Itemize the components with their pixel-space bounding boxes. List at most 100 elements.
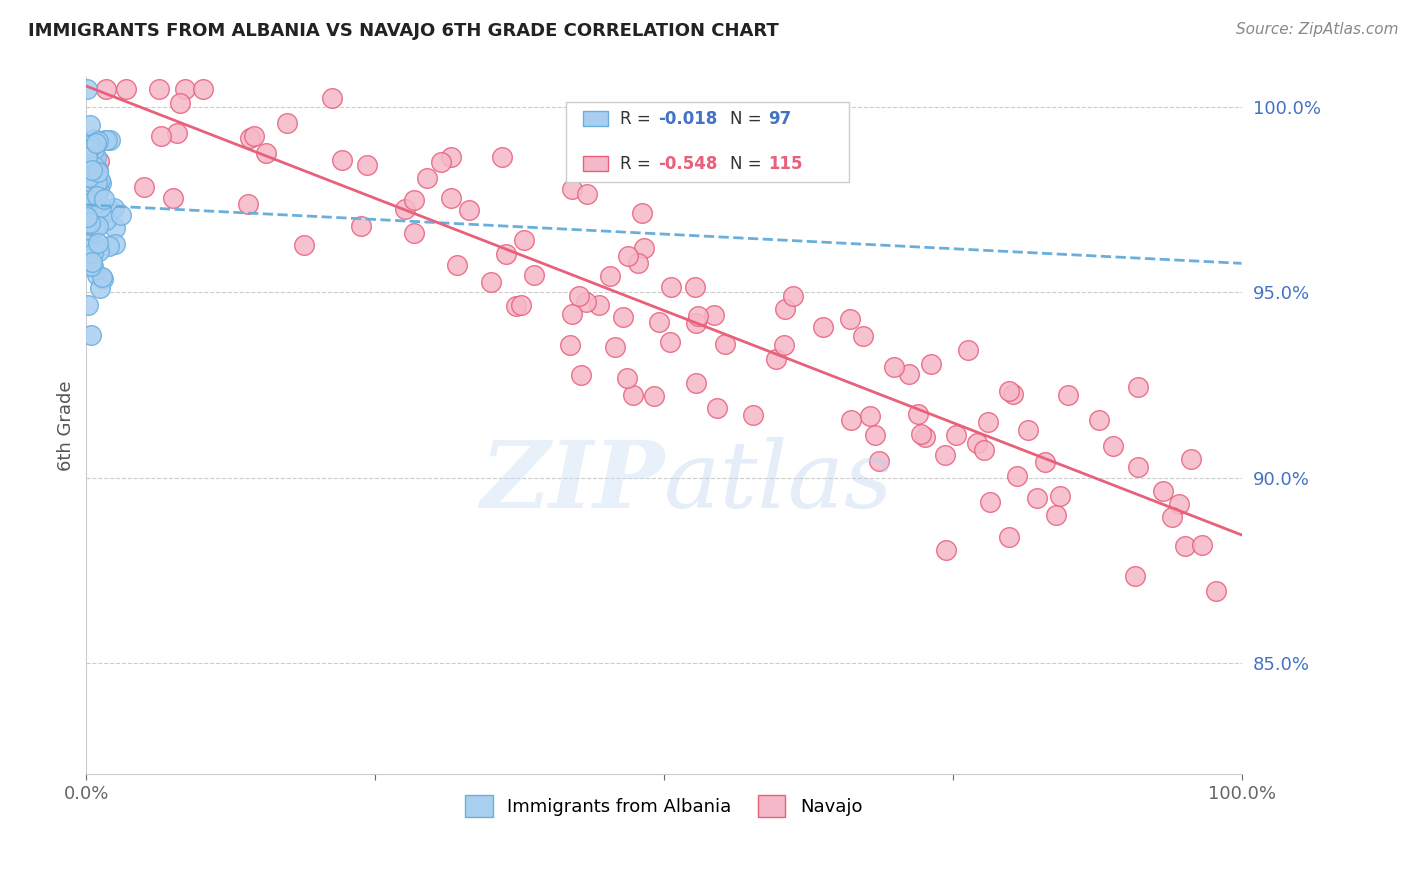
Point <box>76 242 98 256</box>
Text: Source: ZipAtlas.com: Source: ZipAtlas.com <box>1236 22 1399 37</box>
Point <box>765 352 787 367</box>
Point <box>1180 452 1202 467</box>
Point <box>89 281 111 295</box>
Point <box>98 132 121 146</box>
Point <box>1017 423 1039 437</box>
Y-axis label: 6th Grade: 6th Grade <box>58 381 75 471</box>
Point <box>89 244 111 259</box>
Point <box>898 367 921 381</box>
Point <box>1128 459 1150 474</box>
Point <box>79 170 101 185</box>
Point <box>93 133 115 147</box>
Point <box>98 239 121 253</box>
Point <box>813 319 835 334</box>
Point <box>920 357 942 371</box>
Point <box>83 132 105 146</box>
Point <box>685 376 707 390</box>
Point <box>979 495 1001 509</box>
Point <box>115 81 138 95</box>
Point <box>76 243 98 257</box>
Point <box>77 185 100 199</box>
Point <box>87 236 110 251</box>
Point <box>79 137 101 152</box>
Point <box>91 272 114 286</box>
Point <box>82 163 104 178</box>
Point <box>77 255 100 269</box>
Point <box>1152 483 1174 498</box>
Point <box>935 543 957 558</box>
Point <box>839 413 862 427</box>
Point <box>76 297 98 311</box>
Point <box>402 226 425 240</box>
Point <box>80 259 103 273</box>
Text: N =: N = <box>730 110 766 128</box>
Point <box>94 212 117 227</box>
Point <box>87 135 110 149</box>
Point <box>76 232 98 246</box>
Point <box>93 192 115 206</box>
Point <box>77 158 100 172</box>
Point <box>440 191 463 205</box>
Point <box>479 275 502 289</box>
Point <box>505 299 527 313</box>
Point <box>89 154 111 169</box>
Point <box>838 312 860 326</box>
Point <box>166 127 188 141</box>
Point <box>561 307 583 321</box>
Point <box>1191 538 1213 552</box>
Point <box>643 389 665 403</box>
Point <box>495 247 517 261</box>
Point <box>100 203 122 218</box>
Point <box>956 343 979 358</box>
Point <box>966 435 988 450</box>
Point <box>96 133 118 147</box>
Point <box>77 145 100 159</box>
Point <box>77 252 100 266</box>
FancyBboxPatch shape <box>565 102 849 182</box>
Point <box>79 214 101 228</box>
Legend: Immigrants from Albania, Navajo: Immigrants from Albania, Navajo <box>458 788 869 824</box>
Point <box>91 269 114 284</box>
Text: N =: N = <box>730 155 766 173</box>
Point <box>612 310 634 325</box>
Text: atlas: atlas <box>664 436 893 526</box>
Point <box>80 215 103 229</box>
Point <box>510 298 533 312</box>
Point <box>1167 496 1189 510</box>
Point <box>574 294 596 309</box>
Point <box>868 454 890 468</box>
Point <box>430 154 453 169</box>
Point <box>89 173 111 187</box>
Point <box>404 193 426 207</box>
Point <box>685 280 707 294</box>
Point <box>863 428 886 442</box>
Point <box>148 81 170 95</box>
Point <box>77 243 100 257</box>
FancyBboxPatch shape <box>583 156 609 171</box>
Point <box>1057 387 1080 401</box>
Point <box>569 368 592 383</box>
Point <box>714 337 737 351</box>
Point <box>236 196 259 211</box>
Point <box>76 170 98 185</box>
Point <box>77 169 100 183</box>
Point <box>82 163 104 178</box>
Point <box>773 338 796 352</box>
Point <box>169 96 191 111</box>
Point <box>458 202 481 217</box>
Point <box>685 316 707 330</box>
Point <box>82 246 104 260</box>
Point <box>910 427 932 442</box>
Point <box>76 177 98 191</box>
Point <box>350 219 373 233</box>
Point <box>627 256 650 270</box>
Point <box>150 128 173 143</box>
Point <box>75 211 97 225</box>
Point <box>977 415 1000 429</box>
Point <box>243 128 266 143</box>
Text: -0.018: -0.018 <box>658 110 717 128</box>
Point <box>416 170 439 185</box>
Point <box>77 227 100 242</box>
Point <box>83 190 105 204</box>
Point <box>82 201 104 215</box>
